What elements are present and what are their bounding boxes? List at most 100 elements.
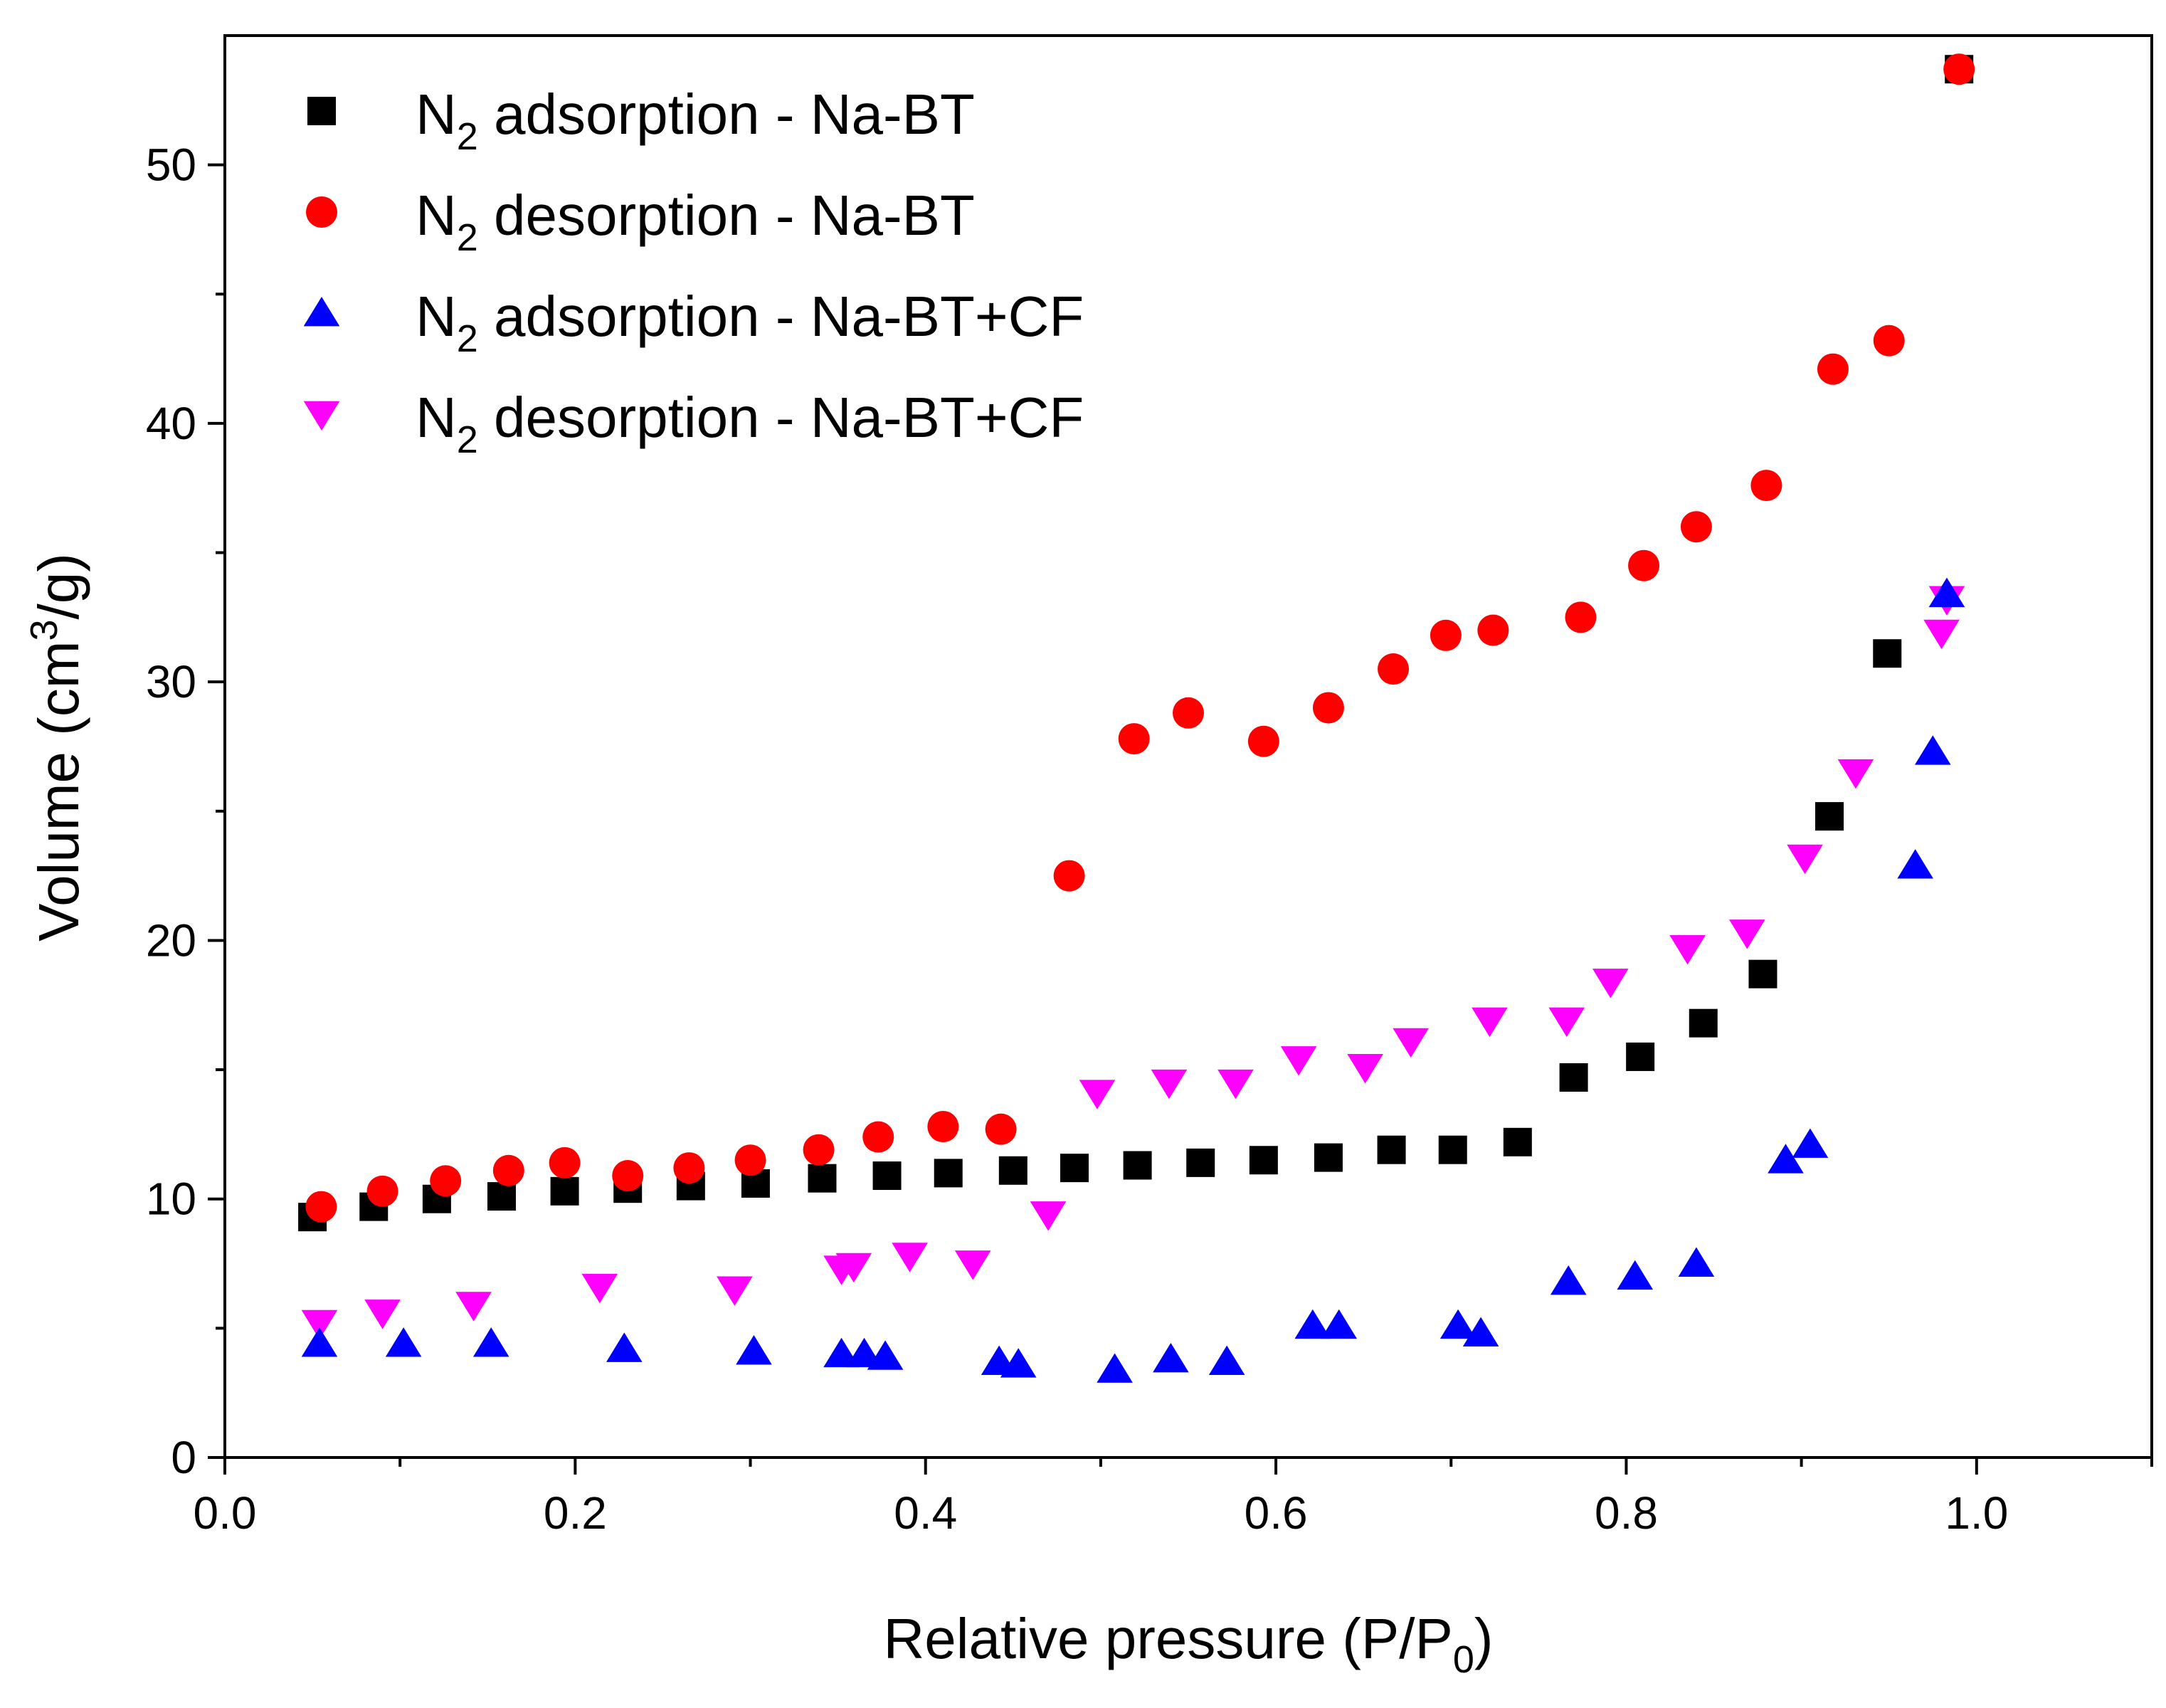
na-bt-cf-adsorption-point: [1617, 1260, 1654, 1290]
na-bt-cf-adsorption-point: [1914, 735, 1951, 765]
legend-label-rest: adsorption - Na-BT+CF: [478, 285, 1084, 348]
na-bt-adsorption-point: [1559, 1063, 1588, 1092]
na-bt-cf-adsorption-point: [1208, 1345, 1245, 1375]
na-bt-desorption-point: [1873, 325, 1905, 357]
y-tick-label: 10: [146, 1174, 196, 1225]
legend-label: N2 desorption - Na-BT: [416, 184, 975, 259]
legend-label-subscript: 2: [457, 317, 478, 360]
na-bt-cf-desorption-point: [1592, 969, 1629, 998]
na-bt-desorption-point: [1378, 653, 1410, 685]
y-tick-label: 30: [146, 656, 196, 707]
na-bt-adsorption-point: [1060, 1154, 1089, 1183]
x-tick-label: 0.6: [1245, 1487, 1308, 1539]
na-bt-cf-adsorption-point: [1462, 1317, 1499, 1347]
na-bt-cf-desorption-point: [364, 1300, 401, 1329]
na-bt-cf-adsorption-point: [472, 1327, 509, 1357]
x-tick-label: 0.4: [894, 1487, 957, 1539]
y-axis-label-superscript: 3: [23, 619, 65, 640]
na-bt-desorption-point: [1943, 53, 1975, 85]
na-bt-cf-adsorption-point: [1321, 1309, 1358, 1339]
legend-label-n: N: [416, 285, 457, 348]
series-na-bt-cf-desorption: [301, 586, 1965, 1340]
legend-item: N2 adsorption - Na-BT+CF: [303, 285, 1084, 360]
na-bt-cf-desorption-point: [1729, 919, 1765, 949]
na-bt-cf-desorption-point: [954, 1250, 991, 1280]
na-bt-desorption-point: [1628, 549, 1660, 581]
x-tick-label: 0.0: [194, 1487, 257, 1539]
na-bt-desorption-point: [927, 1111, 959, 1143]
na-bt-desorption-point: [1118, 723, 1150, 755]
na-bt-cf-adsorption-point: [1097, 1353, 1133, 1383]
y-tick-label: 0: [171, 1432, 196, 1483]
x-axis-label-close: ): [1474, 1607, 1494, 1670]
na-bt-adsorption-point: [872, 1161, 902, 1191]
na-bt-desorption-point: [1173, 697, 1204, 729]
na-bt-adsorption-point: [934, 1159, 963, 1188]
y-tick-label: 40: [146, 398, 196, 449]
y-tick-label: 20: [146, 914, 196, 966]
na-bt-cf-desorption-point: [1280, 1046, 1317, 1076]
na-bt-desorption-point: [1312, 692, 1344, 724]
na-bt-cf-desorption-point: [1837, 759, 1874, 789]
na-bt-cf-adsorption-point: [301, 1327, 338, 1357]
na-bt-desorption-point: [1680, 511, 1712, 543]
na-bt-cf-desorption-point: [301, 1309, 338, 1340]
na-bt-adsorption-point: [1123, 1151, 1152, 1180]
na-bt-cf-adsorption-point: [1678, 1247, 1715, 1277]
na-bt-desorption-point: [1477, 614, 1509, 646]
plot-frame: [223, 34, 2153, 1459]
legend-label-subscript: 2: [457, 115, 478, 158]
na-bt-desorption-point: [549, 1146, 581, 1179]
x-axis-label-main: Relative pressure (P/P: [884, 1607, 1453, 1670]
na-bt-adsorption-point: [1815, 802, 1844, 831]
na-bt-desorption-point: [862, 1121, 894, 1153]
y-tick-label: 50: [146, 139, 196, 191]
na-bt-cf-desorption-point: [1151, 1069, 1188, 1100]
legend-label-n: N: [416, 83, 457, 146]
na-bt-cf-adsorption-point: [606, 1332, 643, 1362]
na-bt-cf-adsorption-point: [823, 1337, 860, 1368]
legend-marker: [303, 297, 340, 327]
x-tick-label: 1.0: [1945, 1487, 2008, 1539]
na-bt-cf-adsorption-point: [1439, 1309, 1476, 1339]
na-bt-cf-adsorption-point: [1294, 1309, 1331, 1339]
legend-label-rest: adsorption - Na-BT: [478, 83, 975, 146]
na-bt-cf-adsorption-point: [1897, 849, 1933, 879]
legend-label: N2 adsorption - Na-BT+CF: [416, 285, 1084, 360]
legend-item: N2 adsorption - Na-BT: [307, 83, 975, 158]
na-bt-cf-adsorption-point: [1153, 1342, 1189, 1373]
na-bt-desorption-point: [1430, 619, 1462, 651]
na-bt-desorption-point: [734, 1144, 766, 1176]
na-bt-adsorption-point: [1748, 959, 1777, 989]
na-bt-adsorption-point: [808, 1164, 837, 1193]
na-bt-cf-desorption-point: [1669, 934, 1706, 965]
na-bt-desorption-point: [1817, 353, 1849, 385]
markers-layer: [298, 53, 1975, 1383]
na-bt-cf-desorption-point: [455, 1292, 492, 1322]
na-bt-cf-adsorption-point: [867, 1340, 904, 1370]
na-bt-cf-adsorption-point: [846, 1337, 882, 1368]
na-bt-cf-desorption-point: [1787, 844, 1823, 875]
na-bt-desorption-point: [673, 1152, 705, 1184]
legend-label-n: N: [416, 386, 457, 449]
na-bt-adsorption-point: [1626, 1042, 1655, 1071]
na-bt-desorption-point: [803, 1134, 835, 1166]
na-bt-desorption-point: [1247, 725, 1279, 757]
na-bt-adsorption-point: [487, 1182, 516, 1211]
na-bt-desorption-point: [492, 1154, 524, 1186]
legend-item: N2 desorption - Na-BT: [306, 184, 975, 259]
na-bt-cf-adsorption-point: [1550, 1265, 1587, 1295]
na-bt-cf-desorption-point: [892, 1243, 928, 1272]
na-bt-cf-desorption-point: [1923, 619, 1960, 650]
legend-marker: [306, 196, 337, 228]
na-bt-desorption-point: [430, 1165, 462, 1197]
na-bt-cf-desorption-point: [717, 1276, 753, 1306]
na-bt-adsorption-point: [1873, 639, 1902, 668]
x-tick-label: 0.8: [1595, 1487, 1658, 1539]
series-na-bt-adsorption: [298, 55, 1974, 1232]
y-axis-label-close: /g): [27, 553, 90, 619]
y-axis-label-main: Volume (cm: [27, 641, 90, 942]
x-axis-label-subscript: 0: [1453, 1638, 1474, 1681]
